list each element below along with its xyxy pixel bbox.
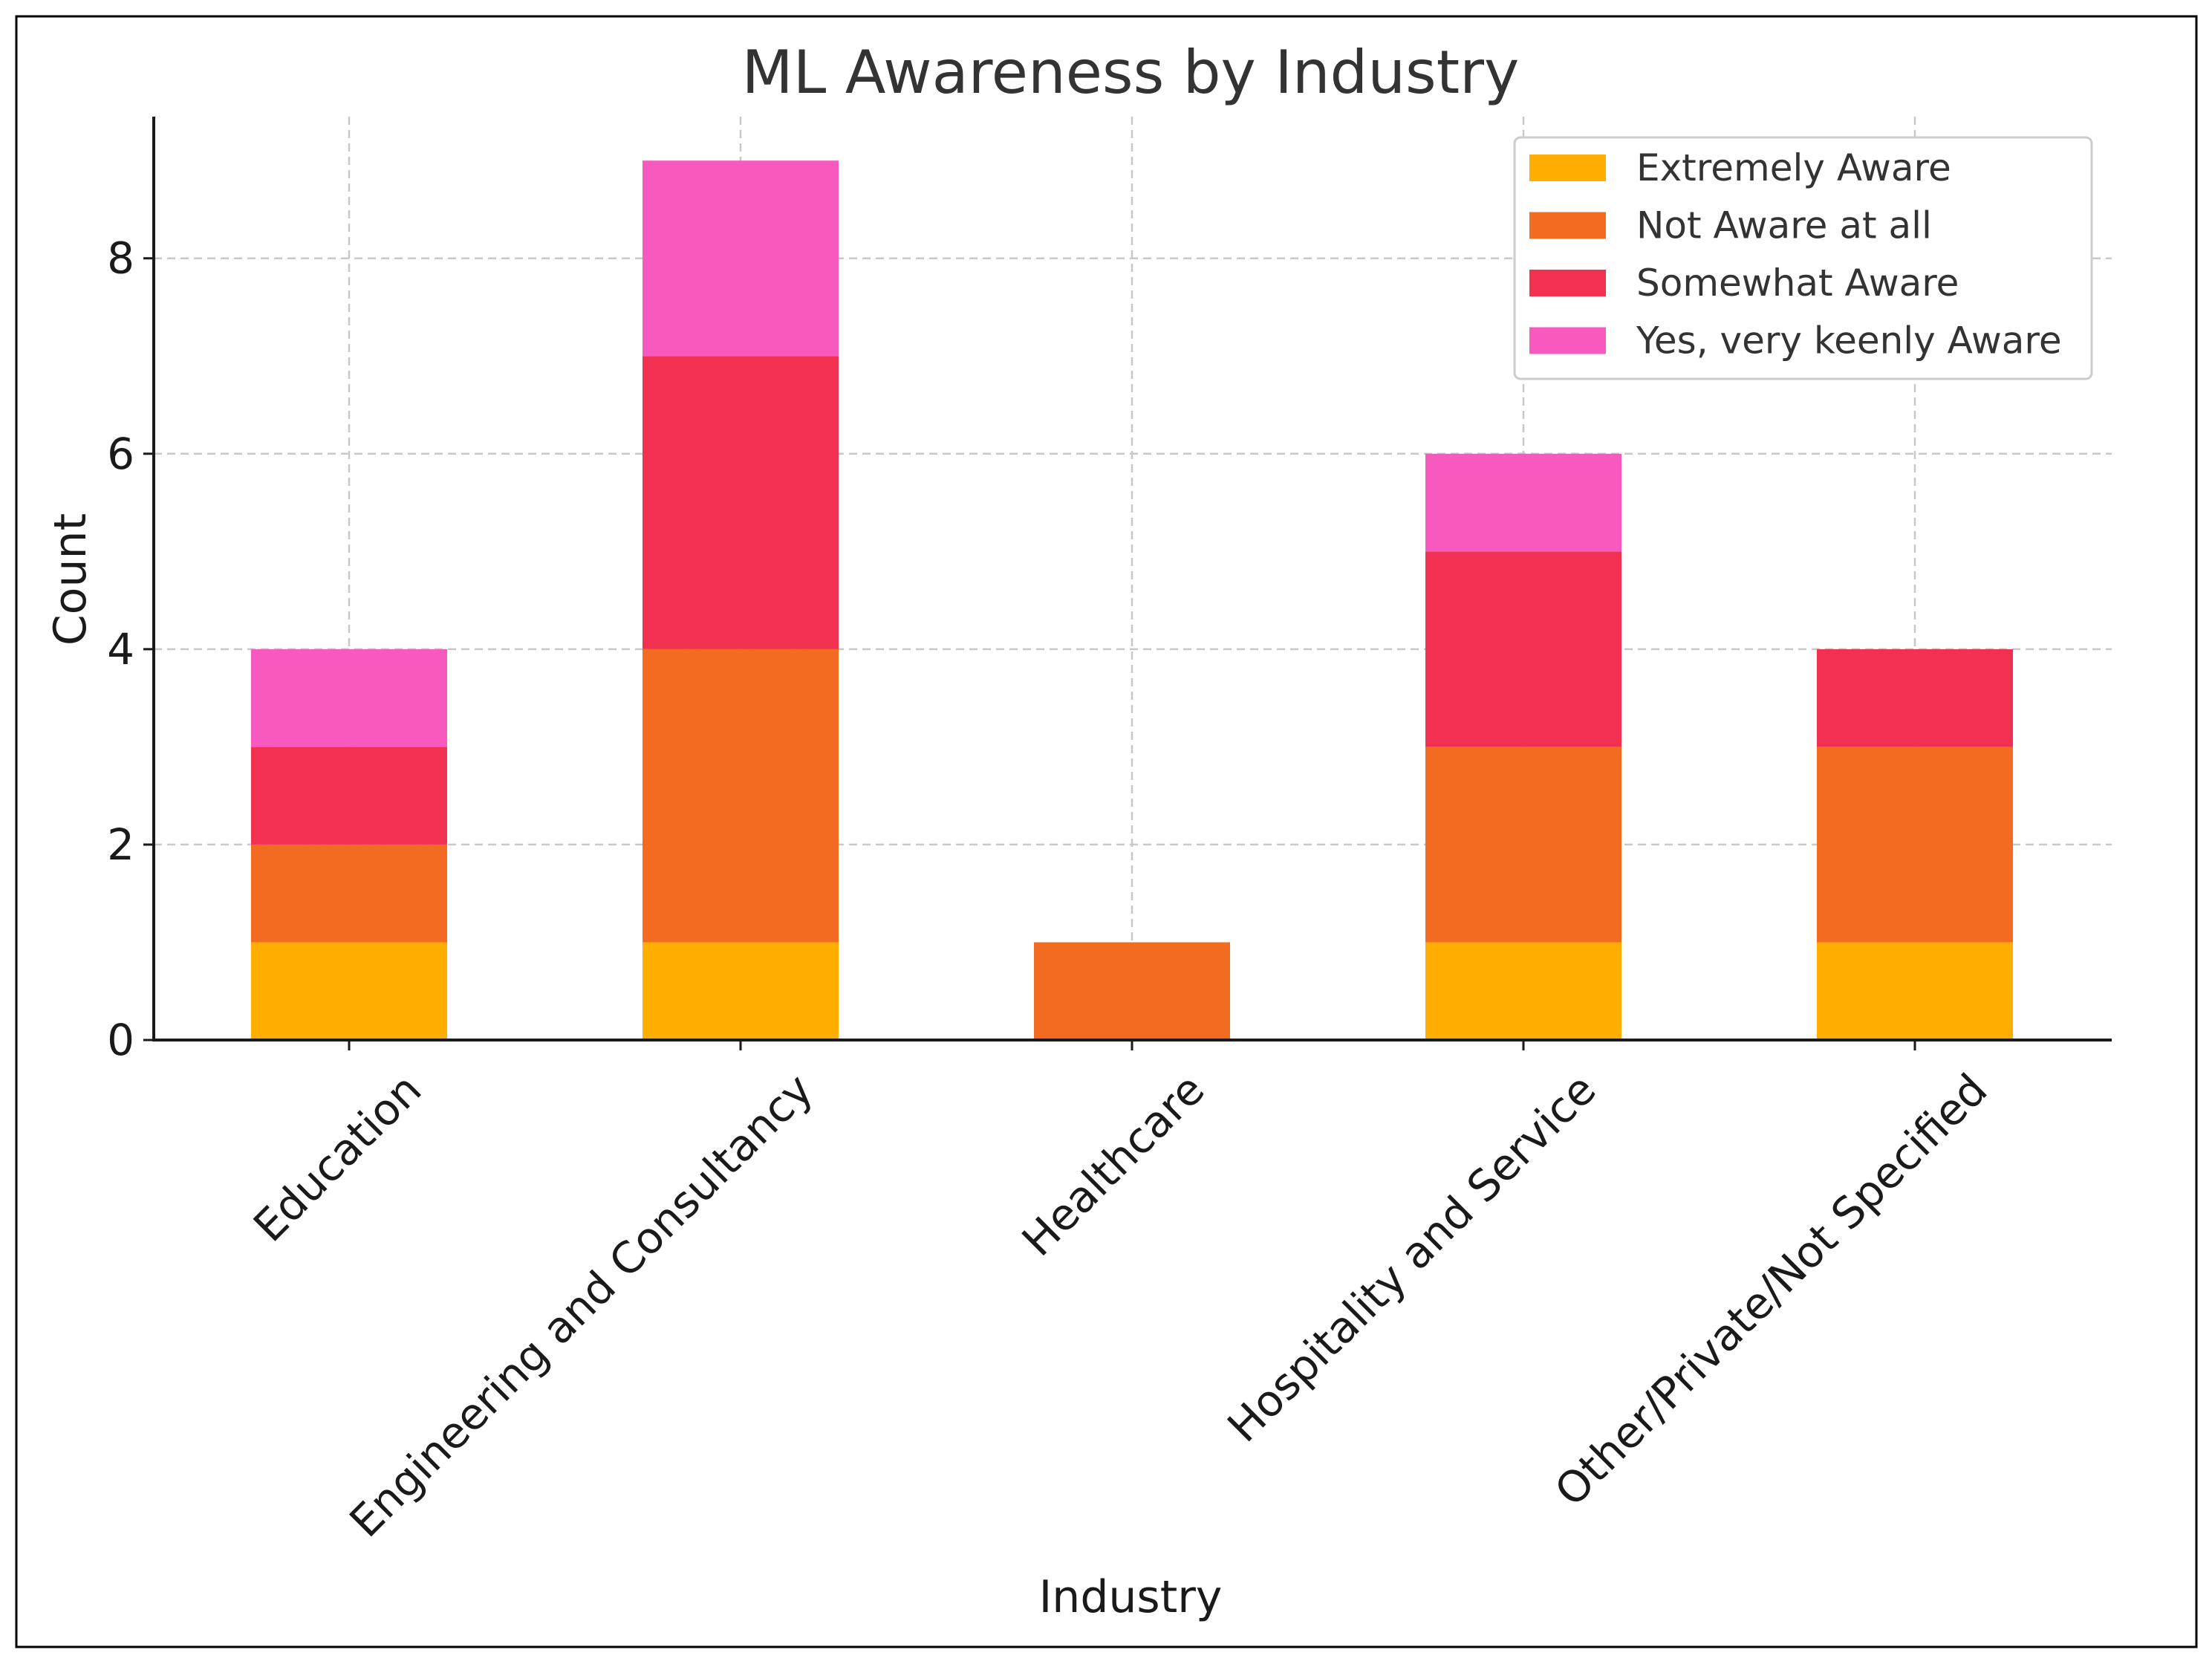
y-tick-label: 2 [107,819,134,870]
y-tick-label: 8 [107,233,134,284]
bar-segment [1425,747,1621,943]
legend-swatch [1529,212,1606,239]
bar-segment [1817,942,2013,1040]
chart-title: ML Awareness by Industry [742,38,1520,107]
legend-swatch [1529,155,1606,181]
x-axis-label: Industry [1039,1571,1223,1623]
bar-segment [1425,551,1621,747]
legend-label: Yes, very keenly Aware [1636,319,2062,363]
bar-segment [1034,942,1230,1040]
bar-segment [251,942,447,1040]
bar-segment [643,942,839,1040]
y-tick-label: 0 [107,1015,134,1065]
y-axis-label: Count [45,513,97,646]
bar-segment [251,747,447,845]
bar-layer [251,160,2013,1040]
legend-swatch [1529,270,1606,296]
bar-segment [643,649,839,943]
bar-segment [251,649,447,747]
y-tick-label: 4 [107,624,134,675]
legend-swatch [1529,327,1606,354]
bar-segment [1817,649,2013,747]
bar-segment [251,844,447,943]
legend-items: Extremely Aware Not Aware at all Somewhat … [1529,146,2062,363]
legend-label: Not Aware at all [1636,204,1932,247]
bar-segment [1425,942,1621,1040]
bar-segment [1425,453,1621,552]
legend: Extremely Aware Not Aware at all Somewhat … [1513,136,2093,380]
bar-segment [643,356,839,649]
legend-label: Somewhat Aware [1636,261,1959,305]
y-tick-label: 6 [107,429,134,479]
legend-box [1513,136,2093,380]
bar-segment [643,160,839,357]
legend-label: Extremely Aware [1636,146,1951,189]
bar-segment [1817,747,2013,943]
